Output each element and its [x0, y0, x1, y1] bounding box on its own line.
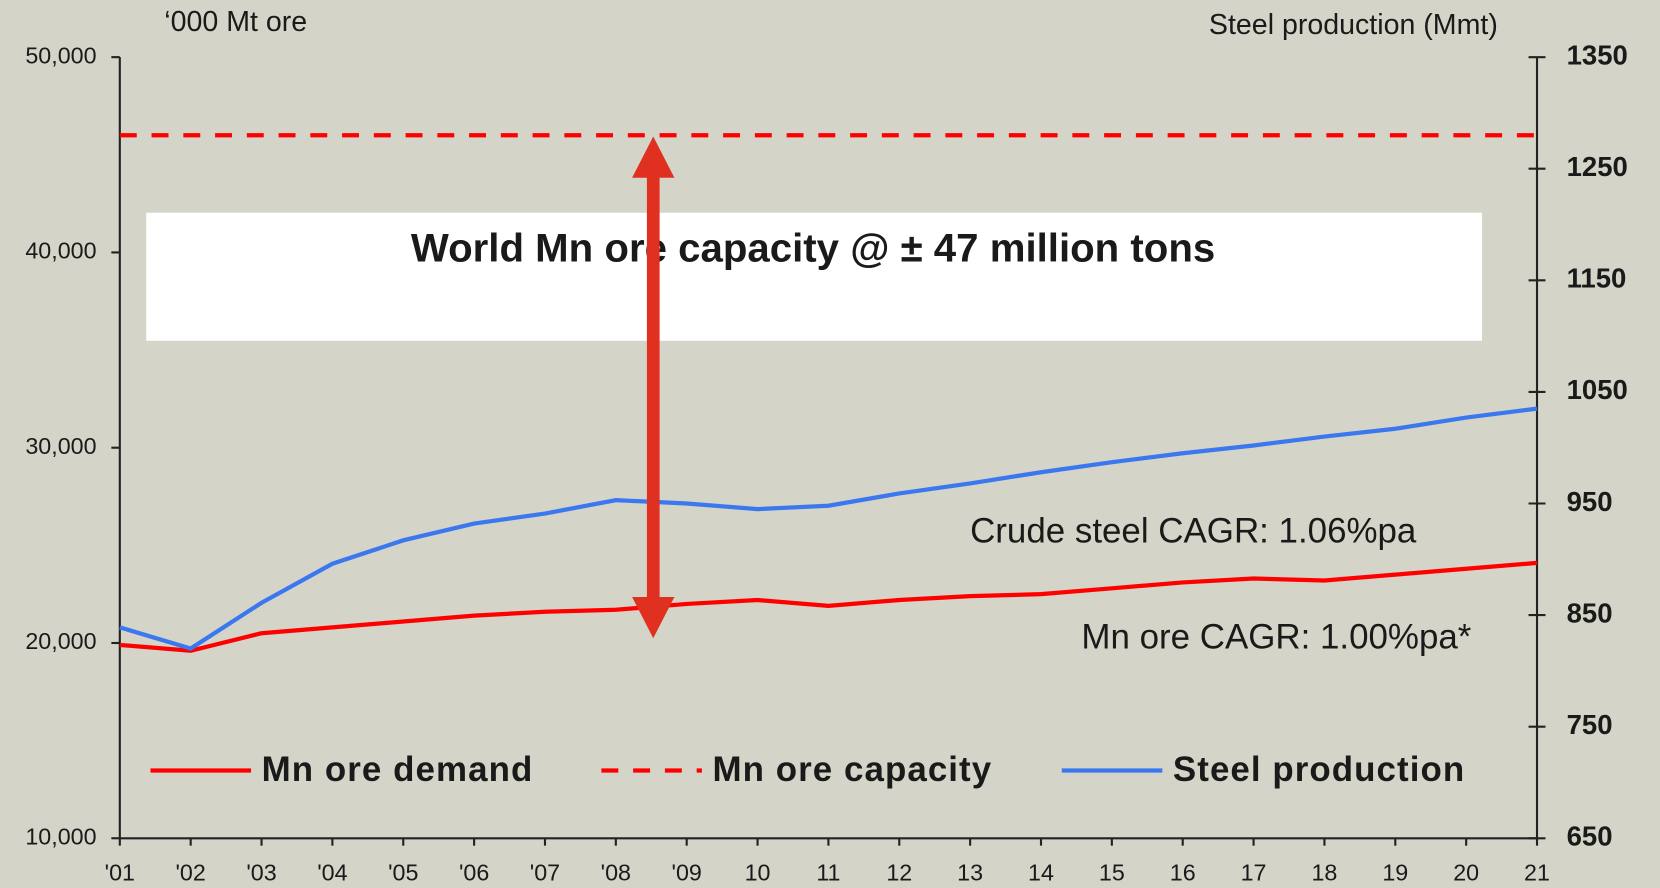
x-tick-label: 15	[1099, 859, 1125, 885]
x-tick-label: 14	[1028, 859, 1054, 885]
arrow-head	[632, 136, 675, 178]
y-tick-label: 10,000	[25, 823, 96, 849]
annotation: Mn ore CAGR: 1.00%pa*	[1081, 617, 1471, 656]
y2-tick-label: 650	[1567, 821, 1613, 852]
x-tick-label: 19	[1382, 859, 1408, 885]
y-tick-label: 50,000	[25, 42, 96, 68]
annotation-box	[146, 212, 1482, 341]
x-tick-label: 12	[886, 859, 912, 885]
x-tick-label: 16	[1170, 859, 1196, 885]
x-tick-label: 18	[1311, 859, 1337, 885]
y2-tick-label: 750	[1567, 709, 1613, 740]
series-line	[119, 406, 1538, 651]
y2-axis-label: Steel production (Mmt)	[1209, 9, 1498, 41]
x-tick-label: '04	[317, 859, 347, 885]
legend-label: Mn ore demand	[262, 750, 534, 789]
x-tick-label: '07	[530, 859, 560, 885]
legend-label: Mn ore capacity	[713, 750, 993, 789]
x-tick-label: 10	[745, 859, 771, 885]
x-tick-label: 17	[1241, 859, 1267, 885]
x-tick-label: '09	[672, 859, 702, 885]
legend-label: Steel production	[1173, 750, 1465, 789]
x-tick-label: 21	[1524, 859, 1550, 885]
x-tick-label: '05	[388, 859, 418, 885]
x-tick-label: '02	[176, 859, 206, 885]
y2-tick-label: 950	[1567, 486, 1613, 517]
y-tick-label: 40,000	[25, 238, 96, 264]
y2-tick-label: 1050	[1567, 374, 1628, 405]
y-tick-label: 20,000	[25, 628, 96, 654]
x-tick-label: 20	[1453, 859, 1479, 885]
x-tick-label: 11	[816, 859, 840, 885]
x-tick-label: '08	[601, 859, 631, 885]
annotation: Crude steel CAGR: 1.06%pa	[970, 512, 1417, 551]
series-line	[119, 560, 1538, 653]
x-tick-label: '01	[105, 859, 135, 885]
y2-tick-label: 850	[1567, 597, 1613, 628]
y-tick-label: 30,000	[25, 433, 96, 459]
y2-tick-label: 1250	[1567, 151, 1628, 182]
annotation: World Mn ore capacity @ ± 47 million ton…	[411, 225, 1215, 270]
arrow-head	[632, 596, 675, 639]
y-axis-label: ‘000 Mt ore	[164, 6, 307, 38]
x-tick-label: '03	[246, 859, 276, 885]
x-tick-label: 13	[957, 859, 983, 885]
y2-tick-label: 1350	[1567, 39, 1628, 70]
x-tick-label: '06	[459, 859, 489, 885]
y2-tick-label: 1150	[1567, 263, 1627, 294]
